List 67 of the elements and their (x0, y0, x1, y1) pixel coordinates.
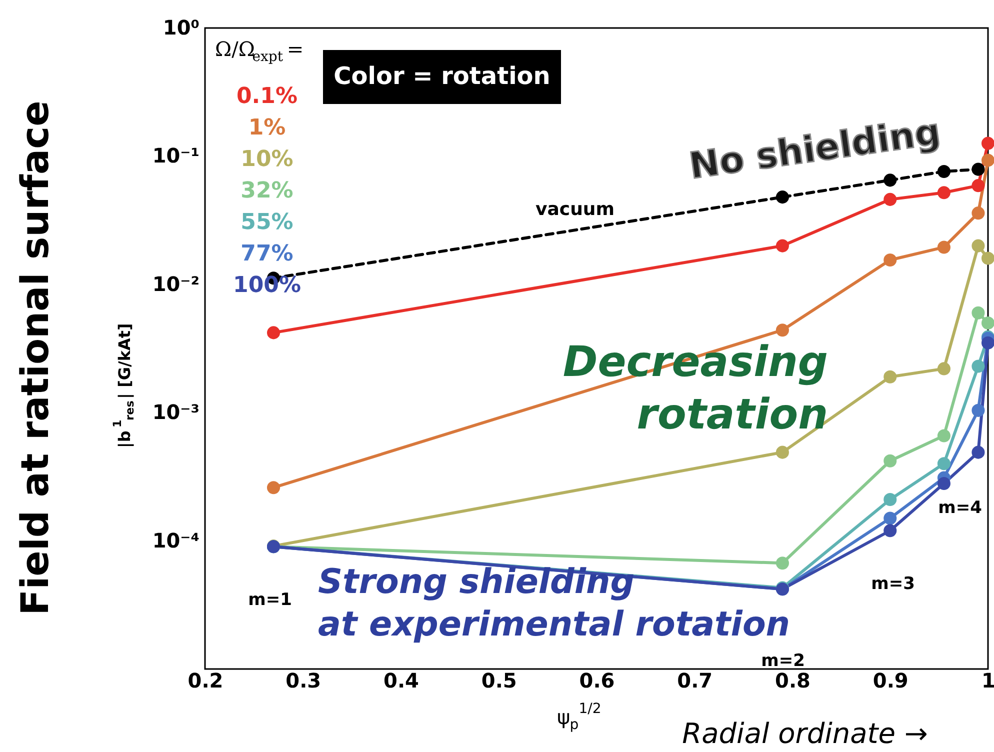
point (981, 154, 994, 167)
point (776, 190, 789, 204)
x-tick-label: 1 (982, 668, 994, 692)
text: Field at rational surface (13, 100, 57, 616)
y-tick-label: 10⁻¹ (152, 144, 200, 168)
point (937, 240, 950, 254)
text: 32% (240, 178, 294, 204)
x-tick-label: 0.7 (677, 668, 713, 692)
point (972, 206, 985, 220)
annotation: m=1 (248, 590, 292, 610)
point (884, 174, 897, 187)
point (884, 370, 897, 384)
annotation: m=2 (761, 651, 805, 671)
point (937, 362, 950, 376)
y-tick-label: 10⁻² (152, 272, 200, 296)
x-tick-label: 0.3 (286, 668, 322, 692)
annotation: m=4 (938, 498, 982, 518)
point (937, 164, 950, 178)
point (981, 336, 994, 350)
text: 0.1% (236, 84, 298, 109)
point (972, 179, 985, 192)
text: 55% (240, 210, 294, 235)
text: 100% (233, 273, 301, 298)
x-tick-label: 0.4 (384, 668, 419, 692)
point (981, 316, 994, 330)
x-tick-label: 0.2 (188, 668, 224, 692)
annotation: m=3 (871, 574, 915, 594)
point (776, 556, 789, 570)
point (981, 252, 994, 265)
text: 1% (248, 116, 286, 140)
annotation: Strong shielding at experimental rotation (318, 562, 790, 644)
point (937, 476, 950, 490)
point (884, 454, 897, 468)
point (884, 524, 897, 538)
x-tick-label: 0.9 (872, 668, 908, 692)
text: Radial ordinate → (682, 717, 928, 750)
point (937, 186, 950, 200)
point (972, 306, 985, 320)
annotation: vacuum (536, 199, 614, 220)
point (776, 239, 789, 252)
point (972, 239, 985, 252)
x-tick-label: 0.6 (579, 668, 615, 692)
text: 10% (240, 147, 294, 172)
point (972, 404, 985, 417)
point (937, 457, 950, 470)
point (981, 136, 994, 150)
point (266, 326, 280, 340)
point (776, 446, 789, 459)
point (266, 481, 280, 494)
point (972, 162, 985, 176)
annotation: Color = rotation (334, 62, 550, 90)
point (884, 253, 897, 267)
y-tick-label: 10⁻⁴ (152, 528, 200, 552)
point (776, 324, 789, 337)
point (884, 192, 897, 206)
x-tick-label: 0.5 (481, 668, 517, 692)
point (937, 429, 950, 442)
point (972, 446, 985, 459)
point (884, 512, 897, 525)
point (884, 492, 897, 506)
y-tick-label: 10⁰ (162, 16, 200, 40)
y-tick-label: 10⁻³ (152, 400, 200, 424)
y-axis-title: |b1res| [G/kAt] (110, 323, 137, 448)
point (972, 360, 985, 373)
text: 77% (240, 242, 294, 266)
x-tick-label: 0.8 (775, 668, 810, 692)
annotation: No shielding (686, 112, 944, 188)
